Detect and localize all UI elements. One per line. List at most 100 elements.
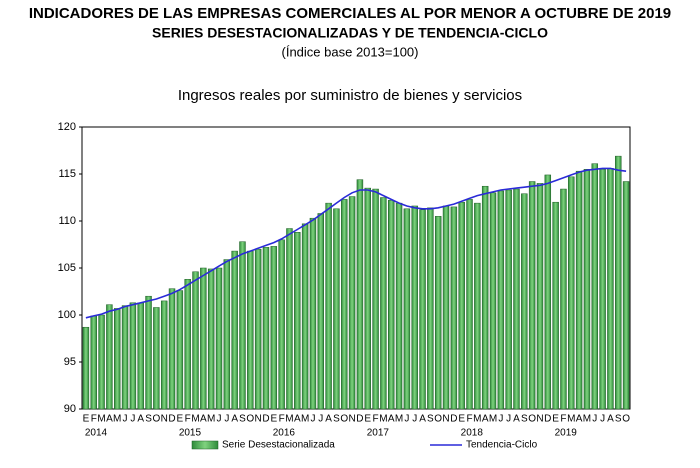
bar <box>168 288 176 410</box>
x-tick-label: D <box>544 414 551 425</box>
x-tick-label: F <box>373 414 379 425</box>
y-tick-label: 105 <box>58 262 76 274</box>
x-tick-label: E <box>364 414 371 425</box>
bar <box>427 207 434 410</box>
bar <box>607 168 614 410</box>
y-tick-label: 100 <box>58 309 76 321</box>
x-tick-label: S <box>615 414 622 425</box>
x-tick-label: A <box>388 414 395 425</box>
bar <box>583 169 591 410</box>
x-tick-label: F <box>279 414 285 425</box>
x-tick-label: S <box>239 414 246 425</box>
bar <box>411 205 418 410</box>
x-tick-label: J <box>506 414 511 425</box>
x-tick-label: D <box>262 414 269 425</box>
x-tick-label: A <box>482 414 489 425</box>
bar <box>372 188 379 410</box>
bar <box>536 183 544 410</box>
y-tick-label: 110 <box>58 215 76 227</box>
bar <box>364 187 371 410</box>
bar <box>247 250 254 410</box>
x-tick-label: J <box>123 414 128 425</box>
bar <box>591 163 598 410</box>
x-tick-label: A <box>513 414 520 425</box>
year-label: 2014 <box>85 428 108 439</box>
x-tick-label: J <box>600 414 605 425</box>
bar <box>599 169 606 410</box>
bar <box>622 181 630 410</box>
x-tick-label: M <box>97 414 105 425</box>
bar <box>450 206 458 410</box>
bar <box>121 305 129 410</box>
x-tick-label: M <box>379 414 387 425</box>
bar <box>442 205 450 410</box>
bar <box>200 267 207 410</box>
x-tick-label: O <box>528 414 536 425</box>
y-tick-label: 90 <box>64 403 76 415</box>
bar <box>215 267 223 410</box>
x-tick-label: E <box>83 414 90 425</box>
title: INDICADORES DE LAS EMPRESAS COMERCIALES … <box>29 5 671 22</box>
x-tick-label: A <box>576 414 583 425</box>
bar <box>145 295 152 410</box>
bar <box>207 268 215 410</box>
x-tick-label: M <box>489 414 497 425</box>
x-tick-label: M <box>113 414 121 425</box>
bar <box>137 302 144 410</box>
bar <box>129 302 137 410</box>
bar <box>481 185 489 410</box>
bar <box>106 304 113 410</box>
bar <box>380 197 387 410</box>
bar <box>513 188 520 410</box>
year-label: 2015 <box>179 428 202 439</box>
bar <box>301 223 309 410</box>
bar <box>388 200 395 410</box>
year-label: 2017 <box>367 428 390 439</box>
x-tick-label: J <box>412 414 417 425</box>
x-tick-label: D <box>450 414 457 425</box>
bar <box>348 196 356 410</box>
x-tick-label: J <box>318 414 323 425</box>
bar <box>270 246 278 410</box>
x-tick-label: E <box>552 414 559 425</box>
bar <box>466 199 473 410</box>
x-tick-label: E <box>270 414 277 425</box>
x-tick-label: S <box>333 414 340 425</box>
bar <box>239 241 246 410</box>
x-tick-label: J <box>224 414 229 425</box>
bar <box>223 259 231 410</box>
x-tick-label: D <box>356 414 363 425</box>
bar <box>98 314 105 410</box>
bar <box>278 239 285 410</box>
x-tick-label: A <box>607 414 614 425</box>
x-tick-label: A <box>419 414 426 425</box>
x-tick-label: O <box>622 414 630 425</box>
bar <box>114 308 121 410</box>
x-tick-label: N <box>161 414 168 425</box>
bar <box>176 290 184 410</box>
year-label: 2018 <box>461 428 484 439</box>
x-tick-label: M <box>191 414 199 425</box>
bar <box>160 300 168 410</box>
legend-label: Tendencia-Ciclo <box>466 440 538 451</box>
x-tick-label: F <box>185 414 191 425</box>
x-tick-label: A <box>200 414 207 425</box>
bar <box>521 193 528 410</box>
bar <box>434 216 442 410</box>
trend-line <box>85 167 627 319</box>
x-tick-label: M <box>285 414 293 425</box>
x-tick-label: N <box>348 414 355 425</box>
x-tick-label: F <box>91 414 97 425</box>
bar <box>184 279 191 410</box>
x-tick-label: M <box>473 414 481 425</box>
x-tick-label: J <box>310 414 315 425</box>
bar <box>262 247 270 410</box>
bar <box>528 181 536 410</box>
x-tick-label: E <box>458 414 465 425</box>
y-tick-label: 120 <box>58 121 76 133</box>
x-tick-label: N <box>255 414 262 425</box>
bar <box>544 174 552 410</box>
x-tick-label: A <box>294 414 301 425</box>
bar <box>231 250 238 410</box>
